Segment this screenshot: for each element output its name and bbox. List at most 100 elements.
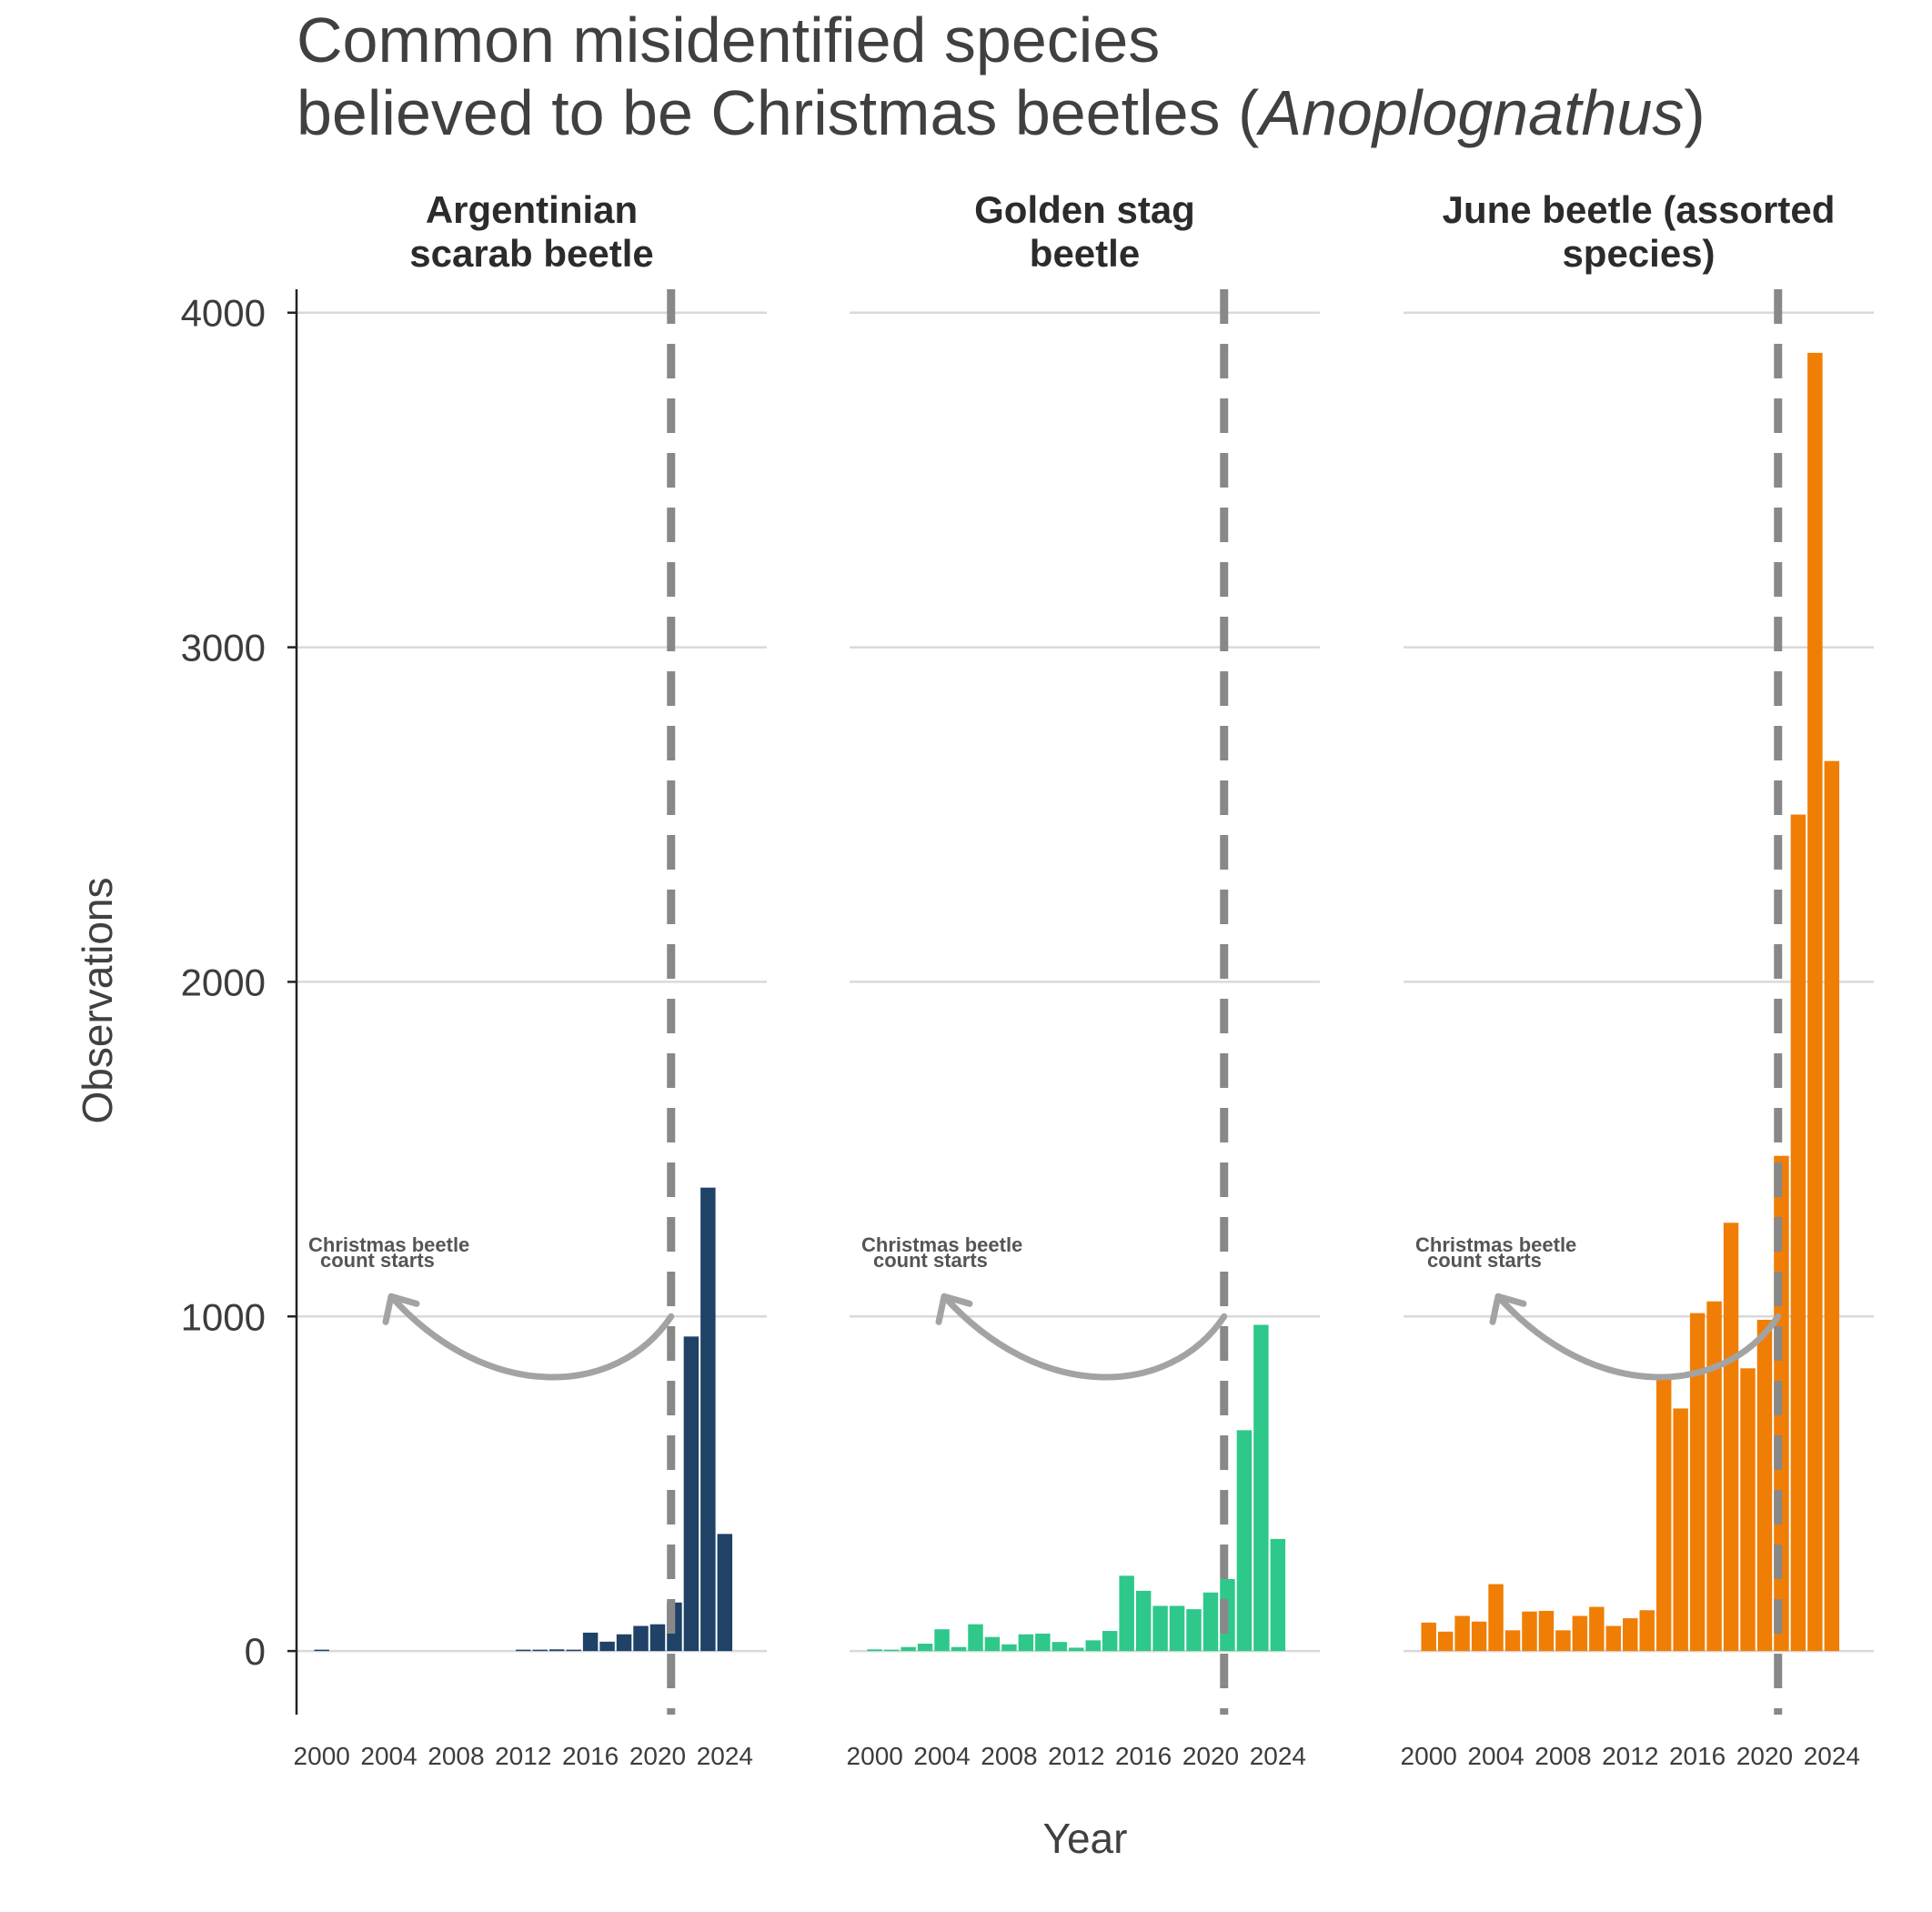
bar-2017 bbox=[1706, 1301, 1722, 1652]
bar-2007 bbox=[1538, 1610, 1555, 1652]
x-tick-label: 2020 bbox=[629, 1742, 686, 1770]
y-axis-label: Observations bbox=[74, 877, 121, 1123]
panel-title-line1: Argentinian bbox=[426, 188, 638, 231]
x-tick-label: 2016 bbox=[1115, 1742, 1172, 1770]
x-tick-label: 2020 bbox=[1182, 1742, 1239, 1770]
bar-2020 bbox=[649, 1624, 666, 1652]
x-axis-label: Year bbox=[1043, 1815, 1128, 1862]
x-tick-label: 2000 bbox=[1401, 1742, 1457, 1770]
annotation-arrowhead bbox=[1489, 1293, 1527, 1325]
bar-2014 bbox=[1655, 1376, 1672, 1652]
bar-2000 bbox=[867, 1649, 882, 1652]
bar-2020 bbox=[1756, 1319, 1773, 1652]
annotation-arrowhead bbox=[382, 1293, 420, 1325]
bar-2024 bbox=[1824, 760, 1840, 1652]
x-tick-label: 2004 bbox=[360, 1742, 417, 1770]
bar-2000 bbox=[314, 1649, 329, 1652]
bar-2001 bbox=[1437, 1631, 1454, 1652]
bar-2024 bbox=[717, 1534, 733, 1652]
bar-2012 bbox=[1069, 1647, 1084, 1652]
annotation-text-line1: Christmas beetle bbox=[1415, 1233, 1576, 1256]
bar-2022 bbox=[683, 1336, 699, 1652]
bar-2003 bbox=[1471, 1621, 1487, 1652]
bar-2003 bbox=[917, 1644, 933, 1652]
bar-2008 bbox=[1555, 1630, 1571, 1652]
x-tick-label: 2000 bbox=[847, 1742, 903, 1770]
bar-2022 bbox=[1790, 814, 1806, 1652]
bar-2017 bbox=[1152, 1605, 1168, 1652]
bar-2011 bbox=[1605, 1625, 1622, 1652]
x-tick-label: 2012 bbox=[495, 1742, 551, 1770]
chart-title-line2: believed to be Christmas beetles (Anoplo… bbox=[297, 77, 1706, 148]
panel-title-line2: scarab beetle bbox=[409, 232, 654, 275]
bar-2019 bbox=[1740, 1368, 1756, 1652]
x-tick-label: 2004 bbox=[913, 1742, 970, 1770]
bar-2005 bbox=[951, 1646, 967, 1652]
y-tick-label: 0 bbox=[245, 1630, 266, 1673]
panel-title-line2: beetle bbox=[1030, 232, 1140, 275]
bar-2004 bbox=[934, 1629, 950, 1652]
x-tick-label: 2016 bbox=[562, 1742, 619, 1770]
bar-2018 bbox=[1169, 1605, 1185, 1652]
bar-2016 bbox=[1135, 1590, 1152, 1652]
bar-2023 bbox=[700, 1187, 716, 1652]
y-axis: 0 1000 2000 3000 4000 bbox=[181, 289, 298, 1715]
x-tick-label: 2024 bbox=[1250, 1742, 1306, 1770]
bar-2009 bbox=[1018, 1634, 1034, 1652]
bar-2007 bbox=[984, 1636, 1001, 1652]
x-tick-label: 2004 bbox=[1467, 1742, 1524, 1770]
bar-2008 bbox=[1001, 1644, 1017, 1652]
annotation-text-line1: Christmas beetle bbox=[861, 1233, 1022, 1256]
x-tick-label: 2012 bbox=[1602, 1742, 1658, 1770]
bar-2018 bbox=[1723, 1223, 1739, 1652]
bar-2013 bbox=[1085, 1640, 1101, 1652]
annotation-arrow bbox=[387, 1293, 675, 1381]
bar-2019 bbox=[633, 1625, 649, 1652]
bar-2010 bbox=[1035, 1633, 1051, 1652]
bar-2006 bbox=[1522, 1611, 1537, 1652]
bar-2018 bbox=[616, 1634, 632, 1652]
bar-2020 bbox=[1202, 1592, 1219, 1652]
annotation-text-line2: count starts bbox=[873, 1249, 988, 1272]
x-tick-label: 2008 bbox=[428, 1742, 484, 1770]
bar-2002 bbox=[1454, 1615, 1470, 1652]
bar-2015 bbox=[566, 1649, 581, 1652]
x-tick-label: 2024 bbox=[697, 1742, 753, 1770]
annotation-text-line1: Christmas beetle bbox=[308, 1233, 469, 1256]
bar-2014 bbox=[548, 1649, 565, 1652]
bar-2006 bbox=[968, 1624, 983, 1652]
y-tick-label: 1000 bbox=[181, 1295, 266, 1338]
bar-2002 bbox=[901, 1646, 916, 1652]
x-tick-label: 2012 bbox=[1048, 1742, 1104, 1770]
annotation-text-line2: count starts bbox=[1427, 1249, 1542, 1272]
x-tick-label: 2000 bbox=[294, 1742, 350, 1770]
annotation-text-line2: count starts bbox=[320, 1249, 435, 1272]
bar-2015 bbox=[1673, 1408, 1688, 1652]
bar-2014 bbox=[1102, 1631, 1118, 1652]
bar-2017 bbox=[599, 1641, 615, 1652]
panel-title-line1: June beetle (assorted bbox=[1443, 188, 1836, 231]
bar-2012 bbox=[516, 1649, 531, 1652]
y-tick-label: 4000 bbox=[181, 292, 266, 335]
bar-2016 bbox=[582, 1632, 599, 1652]
bar-2013 bbox=[1639, 1610, 1655, 1652]
bar-2009 bbox=[1572, 1615, 1588, 1652]
bar-2016 bbox=[1689, 1313, 1706, 1652]
bar-2010 bbox=[1589, 1606, 1605, 1652]
annotation-arrowhead bbox=[935, 1293, 973, 1325]
bar-2023 bbox=[1807, 352, 1823, 1652]
bar-2012 bbox=[1623, 1618, 1638, 1652]
annotation-arrow bbox=[1494, 1293, 1782, 1381]
y-tick-label: 2000 bbox=[181, 961, 266, 1003]
bar-2005 bbox=[1504, 1630, 1521, 1652]
x-tick-label: 2008 bbox=[981, 1742, 1037, 1770]
bar-2019 bbox=[1186, 1609, 1202, 1652]
bar-2000 bbox=[1421, 1622, 1436, 1652]
bar-2011 bbox=[1052, 1642, 1068, 1652]
bar-2004 bbox=[1488, 1584, 1504, 1652]
chart-title-line1: Common misidentified species bbox=[297, 5, 1160, 75]
